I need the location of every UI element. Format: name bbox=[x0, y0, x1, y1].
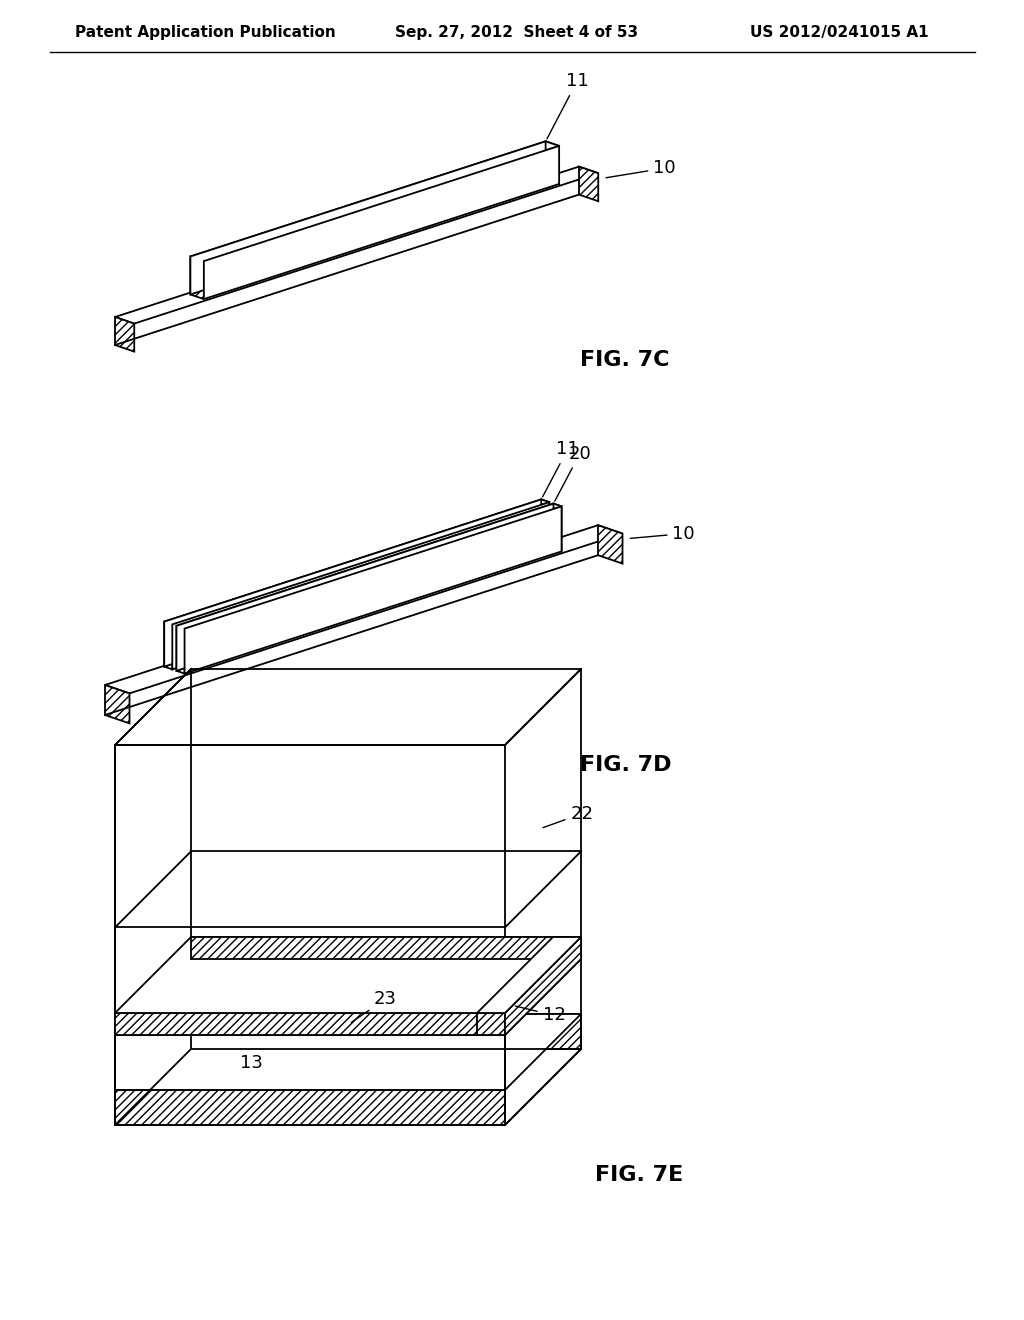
Text: FIG. 7C: FIG. 7C bbox=[580, 350, 670, 370]
Polygon shape bbox=[176, 504, 554, 671]
Text: US 2012/0241015 A1: US 2012/0241015 A1 bbox=[750, 25, 929, 40]
Polygon shape bbox=[546, 141, 559, 183]
Text: Sep. 27, 2012  Sheet 4 of 53: Sep. 27, 2012 Sheet 4 of 53 bbox=[395, 25, 638, 40]
Text: 12: 12 bbox=[515, 1006, 565, 1024]
Polygon shape bbox=[505, 937, 581, 1035]
Polygon shape bbox=[176, 626, 184, 673]
Polygon shape bbox=[190, 141, 546, 294]
Polygon shape bbox=[115, 1012, 505, 1035]
Text: FIG. 7D: FIG. 7D bbox=[580, 755, 672, 775]
Polygon shape bbox=[542, 499, 549, 548]
Polygon shape bbox=[115, 1014, 581, 1090]
Polygon shape bbox=[115, 1049, 581, 1125]
Polygon shape bbox=[176, 504, 561, 628]
Text: Patent Application Publication: Patent Application Publication bbox=[75, 25, 336, 40]
Text: 22: 22 bbox=[543, 805, 593, 828]
Polygon shape bbox=[204, 147, 559, 300]
Polygon shape bbox=[190, 256, 204, 300]
Text: 11: 11 bbox=[543, 441, 579, 496]
Polygon shape bbox=[172, 502, 549, 669]
Polygon shape bbox=[115, 1090, 505, 1125]
Polygon shape bbox=[184, 507, 561, 673]
Polygon shape bbox=[554, 504, 561, 552]
Polygon shape bbox=[105, 685, 129, 723]
Text: 23: 23 bbox=[351, 990, 397, 1023]
Text: FIG. 7E: FIG. 7E bbox=[595, 1166, 683, 1185]
Text: 13: 13 bbox=[240, 1053, 263, 1072]
Polygon shape bbox=[598, 525, 623, 564]
Polygon shape bbox=[115, 1035, 505, 1090]
Polygon shape bbox=[477, 1012, 505, 1035]
Polygon shape bbox=[477, 937, 581, 1012]
Polygon shape bbox=[105, 525, 623, 693]
Polygon shape bbox=[164, 622, 172, 669]
Polygon shape bbox=[115, 937, 581, 1012]
Polygon shape bbox=[115, 166, 598, 323]
Polygon shape bbox=[115, 317, 134, 351]
Text: 11: 11 bbox=[547, 73, 589, 139]
Polygon shape bbox=[164, 499, 542, 667]
Polygon shape bbox=[191, 1014, 581, 1049]
Text: 10: 10 bbox=[630, 524, 695, 543]
Polygon shape bbox=[191, 937, 581, 960]
Polygon shape bbox=[115, 960, 581, 1035]
Polygon shape bbox=[190, 141, 559, 261]
Text: 20: 20 bbox=[555, 445, 591, 502]
Text: 10: 10 bbox=[606, 160, 676, 178]
Polygon shape bbox=[579, 166, 598, 201]
Polygon shape bbox=[164, 499, 549, 624]
